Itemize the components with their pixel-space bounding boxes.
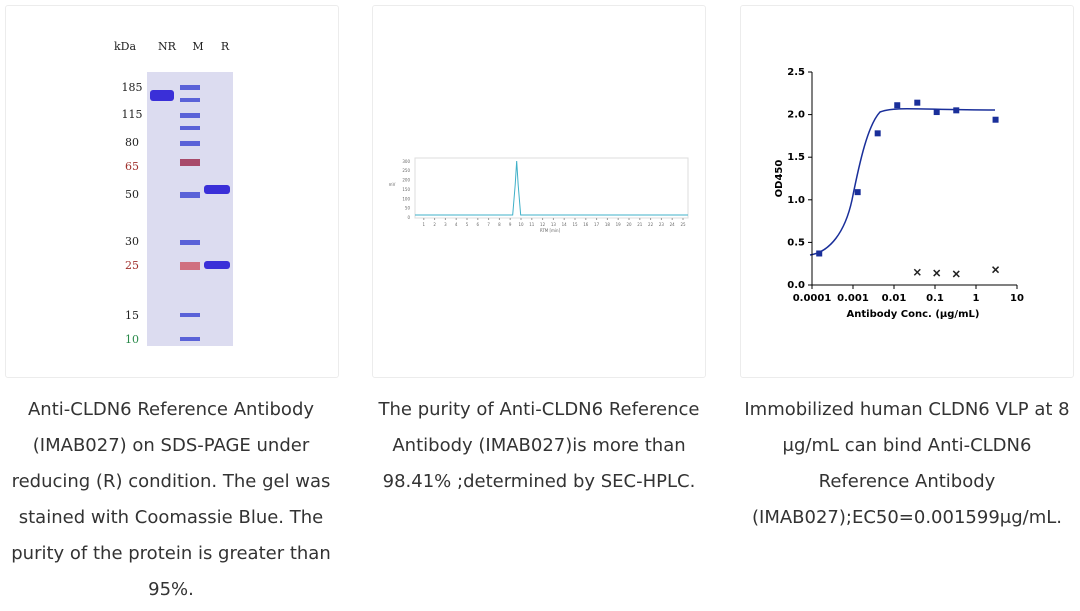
caption: The purity of Anti-CLDN6 Reference Antib…	[378, 399, 700, 492]
y-label: OD450	[774, 160, 785, 198]
x-tick-label: 15	[572, 222, 578, 227]
y-tick-label: 2.0	[787, 110, 805, 121]
marker-label: 30	[125, 235, 139, 248]
x-tick-label: 24	[670, 222, 676, 227]
point	[952, 270, 960, 278]
point	[816, 250, 823, 257]
x-label: RTM [min]	[540, 228, 561, 233]
x-tick-label: 5	[466, 222, 469, 227]
x-tick-label: 21	[637, 222, 643, 227]
point	[933, 269, 941, 277]
y-tick-label: 300	[402, 159, 410, 164]
x-tick-label: 18	[605, 222, 611, 227]
x-tick-label: 3	[444, 222, 447, 227]
x-tick-label: 4	[455, 222, 458, 227]
x-tick-label: 17	[594, 222, 600, 227]
marker-label: 25	[125, 259, 139, 272]
hplc-frame	[414, 157, 689, 219]
y-tick-label: 0	[407, 215, 410, 220]
fit-curve	[809, 107, 996, 256]
y-tick-label: 200	[402, 178, 410, 183]
x-tick-label: 13	[551, 222, 557, 227]
y-label: mV	[389, 182, 396, 187]
y-tick-label: 2.5	[787, 67, 805, 78]
y-tick-label: 100	[402, 196, 410, 201]
hplc-card	[372, 5, 706, 378]
x-tick-label: 11	[529, 222, 535, 227]
x-tick-label: 10	[518, 222, 524, 227]
x-tick-label: 8	[498, 222, 501, 227]
point	[992, 266, 1000, 274]
y-tick-label: 250	[402, 168, 410, 173]
x-tick-label: 0.001	[837, 293, 869, 304]
x-tick-label: 19	[616, 222, 622, 227]
lane-label: M	[192, 40, 203, 53]
x-tick-label: 0.0001	[793, 293, 832, 304]
band	[150, 90, 174, 101]
lane-label: R	[221, 40, 230, 53]
x-tick-label: 2	[433, 222, 436, 227]
lane-label: kDa	[114, 40, 136, 53]
caption: Anti-CLDN6 Reference Antibody (IMAB027) …	[11, 399, 331, 600]
x-tick-label: 10	[1010, 293, 1024, 304]
marker-label: 115	[122, 108, 143, 121]
y-tick-label: 1.5	[787, 152, 805, 163]
point	[913, 268, 921, 276]
x-tick-label: 12	[540, 222, 546, 227]
point	[953, 107, 960, 114]
marker-label: 10	[125, 333, 139, 346]
x-tick-label: 0.01	[882, 293, 907, 304]
x-tick-label: 23	[659, 222, 665, 227]
band	[204, 261, 230, 269]
point	[914, 99, 921, 106]
point	[894, 102, 901, 109]
marker-label: 15	[125, 309, 139, 322]
x-tick-label: 7	[487, 222, 490, 227]
elisa-card	[740, 5, 1074, 378]
caption: Immobilized human CLDN6 VLP at 8 μg/mL c…	[744, 399, 1070, 528]
x-tick-label: 16	[583, 222, 589, 227]
x-tick-label: 6	[477, 222, 480, 227]
y-tick-label: 0.0	[787, 280, 805, 291]
point	[874, 130, 881, 137]
x-tick-label: 14	[562, 222, 568, 227]
marker-label: 65	[125, 160, 139, 173]
chromatogram	[415, 160, 688, 216]
point	[933, 109, 940, 116]
band	[204, 185, 230, 194]
y-tick-label: 1.0	[787, 195, 805, 206]
x-tick-label: 22	[648, 222, 654, 227]
y-tick-label: 150	[402, 187, 410, 192]
x-label: Antibody Conc. (μg/mL)	[847, 309, 980, 320]
marker-label: 80	[125, 136, 139, 149]
y-tick-label: 50	[405, 206, 411, 211]
x-tick-label: 25	[680, 222, 686, 227]
x-tick-label: 0.1	[926, 293, 944, 304]
lane-label: NR	[158, 40, 177, 53]
point	[854, 189, 861, 196]
y-tick-label: 0.5	[787, 237, 805, 248]
point	[992, 116, 999, 123]
x-tick-label: 1	[423, 222, 426, 227]
marker-label: 185	[122, 81, 143, 94]
ladder	[180, 85, 200, 341]
x-tick-label: 20	[626, 222, 632, 227]
x-tick-label: 1	[973, 293, 980, 304]
x-tick-label: 9	[509, 222, 512, 227]
marker-label: 50	[125, 188, 139, 201]
